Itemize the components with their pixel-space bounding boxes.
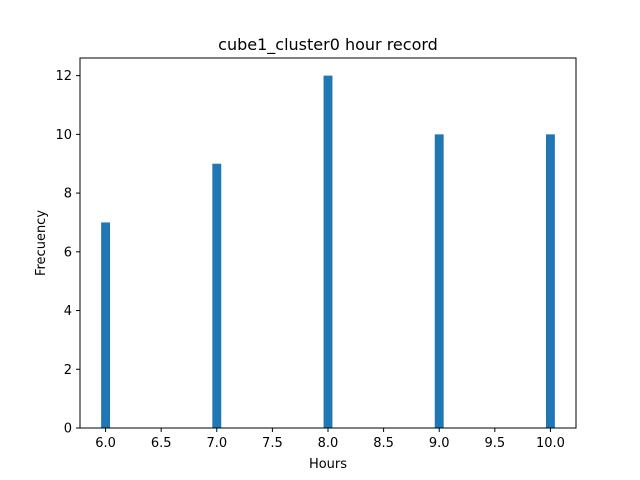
- y-tick-label: 4: [64, 304, 72, 319]
- x-tick-label: 7.0: [206, 436, 227, 451]
- y-axis-label: Frecuency: [34, 210, 49, 276]
- bar-7: [212, 163, 222, 428]
- plot-frame: [79, 57, 577, 429]
- bar-9: [434, 134, 444, 428]
- y-tick-label: 2: [64, 363, 72, 378]
- bar-6: [101, 222, 111, 428]
- y-tick-label: 0: [64, 422, 72, 437]
- x-axis-label: Hours: [309, 457, 347, 472]
- y-axis-ticks: 0 2 4 6 8 10 12: [55, 69, 80, 437]
- bars-group: [101, 75, 555, 428]
- x-tick-label: 8.5: [373, 436, 394, 451]
- bar-10: [545, 134, 555, 428]
- y-tick-label: 10: [55, 128, 72, 143]
- chart-title: cube1_cluster0 hour record: [218, 35, 438, 55]
- y-tick-label: 8: [64, 187, 72, 202]
- x-tick-label: 9.5: [484, 436, 505, 451]
- x-tick-label: 7.5: [262, 436, 283, 451]
- x-tick-label: 9.0: [429, 436, 450, 451]
- y-tick-label: 12: [55, 69, 72, 84]
- x-tick-label: 8.0: [318, 436, 339, 451]
- x-tick-label: 6.5: [151, 436, 172, 451]
- x-tick-label: 6.0: [95, 436, 116, 451]
- y-tick-label: 6: [64, 245, 72, 260]
- x-tick-label: 10.0: [536, 436, 565, 451]
- x-axis-ticks: 6.0 6.5 7.0 7.5 8.0 8.5 9.0 9.5 10.0: [95, 428, 565, 451]
- bar-8: [323, 75, 333, 428]
